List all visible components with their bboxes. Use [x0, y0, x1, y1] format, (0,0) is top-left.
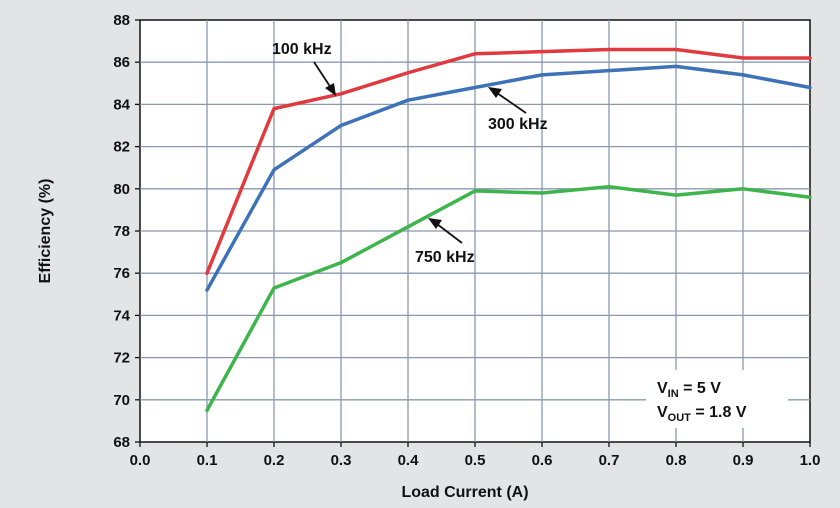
y-tick-label: 74: [113, 307, 130, 324]
y-tick-label: 72: [113, 350, 130, 367]
vout-sub: OUT: [668, 412, 692, 424]
label-300khz: 300 kHz: [488, 116, 548, 133]
x-tick-label: 0.6: [532, 452, 553, 469]
series-line-100-khz: [205, 47, 812, 275]
series-line-300-khz: [205, 64, 812, 292]
conditions-box: VIN = 5 V VOUT = 1.8 V: [646, 370, 788, 428]
arrow-750khz-shaft: [436, 223, 463, 244]
y-tick-labels: 68 70 72 74 76 78 80 82 84 86 88: [113, 12, 130, 451]
x-tick-label: 0.2: [264, 452, 285, 469]
arrow-300khz-shaft: [496, 92, 527, 114]
x-tick-label: 0.9: [733, 452, 754, 469]
annotation-300khz: 300 kHz: [488, 87, 548, 133]
vin-label: VIN = 5 V: [657, 380, 721, 400]
vin-value: = 5 V: [679, 380, 722, 397]
y-tick-label: 88: [113, 12, 130, 29]
conditions-box-bg: [646, 370, 788, 428]
x-tick-label: 1.0: [800, 452, 821, 469]
label-750khz: 750 kHz: [415, 249, 475, 266]
vout-main: V: [657, 404, 668, 421]
vout-value: = 1.8 V: [691, 404, 747, 421]
x-tick-label: 0.8: [666, 452, 687, 469]
vin-main: V: [657, 380, 668, 397]
y-tick-label: 86: [113, 54, 130, 71]
x-tick-label: 0.1: [197, 452, 218, 469]
x-tick-label: 0.7: [599, 452, 620, 469]
x-tick-label: 0.0: [130, 452, 151, 469]
y-tick-label: 76: [113, 265, 130, 282]
arrow-750khz-head: [428, 218, 442, 229]
y-tick-label: 84: [113, 96, 130, 113]
annotation-100khz: 100 kHz: [272, 41, 336, 96]
y-tick-label: 70: [113, 392, 130, 409]
y-tick-label: 68: [113, 434, 130, 451]
arrow-100khz-shaft: [313, 61, 332, 89]
y-axis-title: Efficiency (%): [37, 179, 54, 284]
x-tick-labels: 0.0 0.1 0.2 0.3 0.4 0.5 0.6 0.7 0.8 0.9 1.0: [130, 452, 821, 469]
y-tick-label: 78: [113, 223, 130, 240]
y-tick-label: 82: [113, 139, 130, 156]
label-100khz: 100 kHz: [272, 41, 332, 58]
vout-label: VOUT = 1.8 V: [657, 404, 747, 424]
annotation-750khz: 750 kHz: [415, 218, 475, 266]
arrow-300khz-head: [488, 87, 502, 98]
x-tick-label: 0.4: [398, 452, 420, 469]
series-lines: [205, 47, 812, 413]
x-tick-label: 0.5: [465, 452, 486, 469]
vin-sub: IN: [668, 388, 679, 400]
series-line-750-khz: [205, 184, 812, 413]
x-tick-label: 0.3: [331, 452, 352, 469]
arrow-100khz-head: [325, 83, 336, 96]
x-axis-title: Load Current (A): [401, 484, 528, 501]
y-tick-label: 80: [113, 181, 130, 198]
